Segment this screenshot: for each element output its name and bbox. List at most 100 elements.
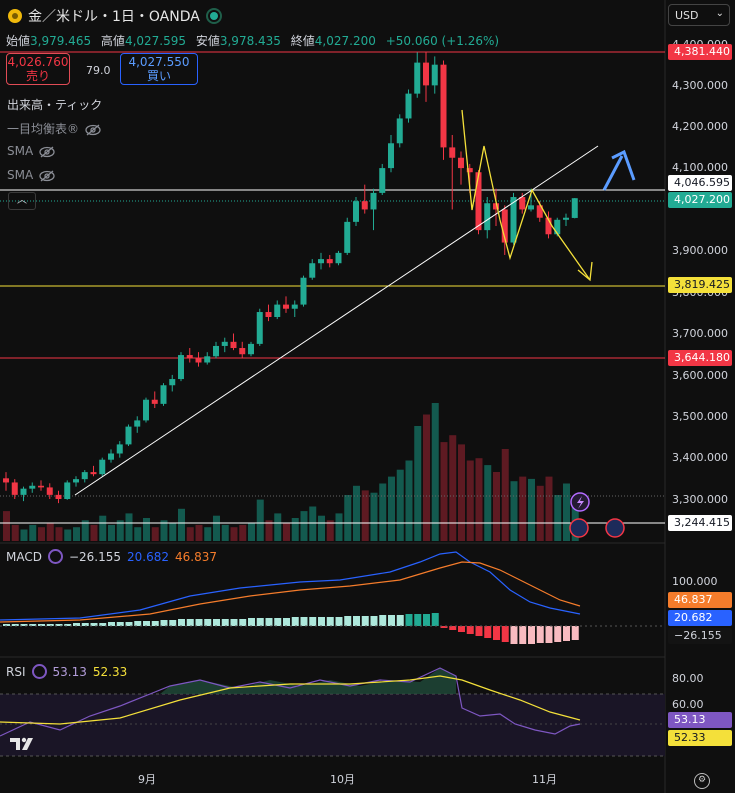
volume-bar	[11, 524, 19, 541]
tradingview-logo[interactable]	[10, 736, 40, 756]
high-value: 4,027.595	[124, 34, 187, 48]
candle-body	[379, 168, 386, 193]
macd-histogram-bar	[519, 626, 527, 644]
macd-hist-value: −26.155	[68, 549, 122, 564]
candle-body	[431, 64, 438, 86]
price-tick: 3,600.000	[672, 369, 728, 382]
macd-histogram-bar	[11, 624, 19, 626]
arrow-up-drawing	[602, 155, 624, 191]
tv-logo-icon	[10, 737, 33, 750]
macd-histogram-bar	[458, 626, 465, 632]
macd-histogram-bar	[230, 619, 238, 626]
candle-body	[536, 205, 543, 218]
volume-bar	[29, 524, 37, 541]
indicator-ichimoku[interactable]: 一目均衡表®	[7, 120, 101, 137]
candle-body	[116, 444, 123, 454]
indicator-ichimoku-label: 一目均衡表®	[7, 122, 80, 136]
candle-body	[545, 217, 552, 235]
candle-body	[370, 192, 377, 210]
candle-body	[405, 93, 412, 119]
candle-body	[563, 217, 569, 220]
macd-histogram-bar	[563, 626, 570, 641]
candle-body	[423, 62, 429, 86]
collapse-legend-button[interactable]: ︿	[8, 192, 36, 210]
volume-bar	[64, 529, 72, 541]
chevron-down-icon: ⌄	[715, 8, 724, 19]
sell-price: 4,026.760	[7, 55, 69, 69]
volume-bar	[440, 442, 448, 541]
macd-histogram-bar	[379, 615, 387, 626]
macd-line-value: 20.682	[127, 549, 170, 564]
volume-bar	[283, 522, 290, 541]
candle-body	[414, 62, 421, 94]
eye-off-icon[interactable]	[39, 146, 55, 158]
rsi-legend[interactable]: RSI 53.13 52.33	[6, 664, 127, 679]
currency-select[interactable]: USD ⌄	[668, 4, 730, 26]
macd-histogram-bar	[221, 619, 229, 626]
settings-icon[interactable]: ⚙	[694, 773, 710, 789]
time-label-nov: 11月	[532, 773, 557, 786]
volume-bar	[90, 524, 98, 541]
candle-body	[309, 263, 316, 278]
macd-histogram-bar	[108, 622, 115, 626]
indicator-volume[interactable]: 出来高・ティック	[7, 96, 102, 113]
macd-histogram-bar	[256, 618, 264, 626]
volume-bar	[318, 515, 325, 541]
buy-button[interactable]: 4,027.550 買い	[120, 53, 198, 85]
candle-body	[326, 259, 333, 264]
sell-button[interactable]: 4,026.760 売り	[6, 53, 70, 85]
macd-histogram-bar	[396, 615, 404, 626]
candle-body	[449, 147, 456, 158]
candle-body	[256, 312, 263, 344]
price-tick: 4,100.000	[672, 161, 728, 174]
price-tick: 3,500.000	[672, 410, 728, 423]
macd-histogram-bar	[186, 619, 194, 626]
volume-bar	[309, 506, 317, 541]
candle-body	[160, 385, 167, 404]
macd-histogram-bar	[335, 617, 343, 626]
indicator-sma-2[interactable]: SMA	[7, 168, 55, 182]
eye-off-icon[interactable]	[39, 170, 55, 182]
macd-histogram-bar	[554, 626, 562, 642]
rsi-axis-tick: 60.00	[672, 698, 704, 711]
symbol-header[interactable]: 金／米ドル・1日・OANDA	[8, 5, 222, 27]
macd-histogram-bar	[64, 624, 72, 626]
volume-bar	[361, 490, 369, 541]
volume-bar	[151, 527, 159, 541]
volume-bar	[388, 476, 395, 541]
candle-body	[274, 304, 281, 317]
volume-bar	[370, 492, 378, 541]
candle-body	[501, 209, 508, 243]
volume-bar	[274, 513, 282, 541]
macd-histogram-bar	[370, 616, 378, 626]
volume-bar	[405, 460, 413, 541]
macd-histogram-bar	[344, 616, 352, 626]
volume-bar	[344, 495, 352, 541]
volume-bar	[46, 522, 54, 541]
macd-line-tag: 20.682	[668, 610, 732, 626]
gold-coin-icon	[8, 9, 22, 23]
price-tick: 4,200.000	[672, 120, 728, 133]
volume-bar	[116, 520, 124, 541]
macd-histogram-bar	[195, 619, 203, 626]
macd-histogram-bar	[81, 623, 89, 626]
volume-bar	[423, 414, 430, 541]
volume-bar	[160, 520, 168, 541]
macd-histogram-bar	[431, 613, 439, 626]
macd-histogram-bar	[449, 626, 457, 630]
macd-legend[interactable]: MACD −26.155 20.682 46.837	[6, 549, 217, 564]
volume-bar	[563, 483, 570, 541]
low-label: 安値	[195, 34, 220, 48]
indicator-sma-1[interactable]: SMA	[7, 144, 55, 158]
price-tag-bottom-line: 3,244.415	[668, 515, 732, 531]
open-label: 始値	[6, 34, 31, 48]
eye-off-icon[interactable]	[85, 124, 101, 136]
macd-histogram-bar	[116, 622, 124, 626]
volume-bar	[493, 472, 500, 541]
buy-label: 買い	[146, 69, 171, 83]
volume-bar	[169, 522, 177, 541]
rsi-line	[0, 667, 581, 737]
change-value: +50.060 (+1.26%)	[385, 34, 500, 48]
macd-histogram-bar	[326, 617, 334, 626]
